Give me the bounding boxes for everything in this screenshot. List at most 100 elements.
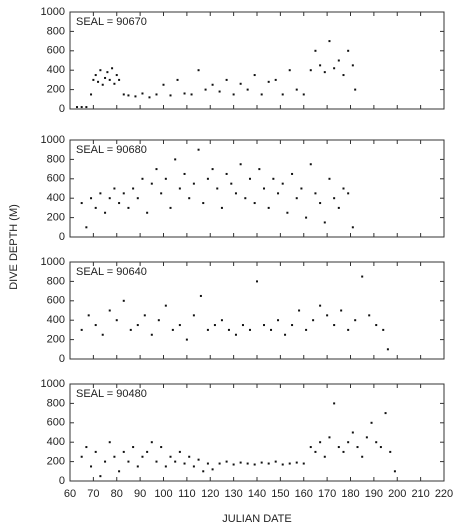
point [319,64,322,67]
point [118,78,121,81]
y-tick-label: 0 [59,353,65,365]
y-tick-label: 200 [47,212,65,224]
point [333,324,336,327]
point [122,93,125,96]
point [141,455,144,458]
y-tick-label: 400 [47,64,65,76]
point [80,455,83,458]
point [122,450,125,453]
point [122,299,125,302]
point [323,221,326,224]
point [309,69,312,72]
point [300,187,303,190]
point [267,80,270,83]
point [97,80,100,83]
point [354,88,357,91]
point [216,187,219,190]
x-tick-label: 120 [201,488,219,500]
point [136,465,139,468]
point [146,211,149,214]
point [314,450,317,453]
point [337,59,340,62]
point [202,202,205,205]
point [248,328,251,331]
y-tick-label: 1000 [41,256,65,268]
point [272,177,275,180]
point [225,460,228,463]
point [176,78,179,81]
point [328,40,331,43]
point [258,168,261,171]
point [113,455,116,458]
point [277,319,280,322]
y-axis-label: DIVE DEPTH (M) [8,204,20,290]
y-tick-label: 200 [47,84,65,96]
point [108,78,111,81]
point [178,324,181,327]
point [141,177,144,180]
point [115,319,118,322]
point [118,470,121,473]
y-tick-label: 200 [47,334,65,346]
point [319,304,322,307]
point [356,446,359,449]
point [370,421,373,424]
point [155,168,158,171]
point [312,319,315,322]
point [113,187,116,190]
point [375,441,378,444]
point [94,324,97,327]
point [314,49,317,52]
point [132,187,135,190]
point [157,319,160,322]
point [239,82,242,85]
point [206,462,209,465]
point [342,450,345,453]
point [291,324,294,327]
x-tick-label: 220 [435,488,453,500]
point [361,455,364,458]
point [108,309,111,312]
point [85,226,88,229]
point [76,106,79,109]
point [274,78,277,81]
point [319,202,322,205]
point [281,93,284,96]
y-tick-label: 0 [59,475,65,487]
point [386,348,389,351]
point [227,328,230,331]
point [111,67,114,70]
point [253,463,256,466]
y-tick-label: 1000 [41,134,65,146]
point [365,436,368,439]
x-tick-label: 180 [341,488,359,500]
point [150,441,153,444]
point [104,76,107,79]
panel-label: SEAL = 90670 [76,16,147,28]
point [171,328,174,331]
point [146,450,149,453]
x-tick-label: 100 [154,488,172,500]
point [274,460,277,463]
point [239,163,242,166]
point [225,78,228,81]
panel-label: SEAL = 90680 [76,144,147,156]
point [375,324,378,327]
point [127,94,130,97]
x-tick-label: 150 [271,488,289,500]
point [232,463,235,466]
point [104,211,107,214]
point [132,446,135,449]
point [94,450,97,453]
point [253,74,256,77]
point [220,206,223,209]
point [295,197,298,200]
y-tick-label: 1000 [41,378,65,390]
y-tick-label: 800 [47,275,65,287]
point [197,148,200,151]
point [192,465,195,468]
point [270,328,273,331]
point [323,71,326,74]
point [164,304,167,307]
